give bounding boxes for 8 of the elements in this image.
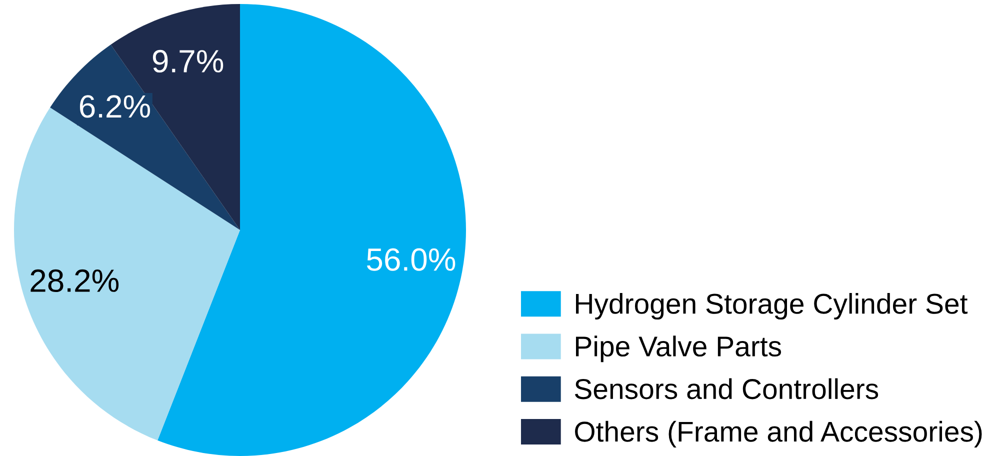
data-label: 9.7% — [152, 50, 224, 73]
data-label: 6.2% — [80, 95, 150, 118]
data-label: 28.2% — [30, 269, 119, 292]
legend-label: Others (Frame and Accessories) — [575, 420, 982, 448]
data-label: 56.0% — [366, 248, 456, 271]
legend-label: Pipe Valve Parts — [576, 336, 782, 362]
legend-label: Sensors and Controllers — [574, 378, 878, 400]
legend-label: Hydrogen Storage Cylinder Set — [576, 293, 968, 320]
